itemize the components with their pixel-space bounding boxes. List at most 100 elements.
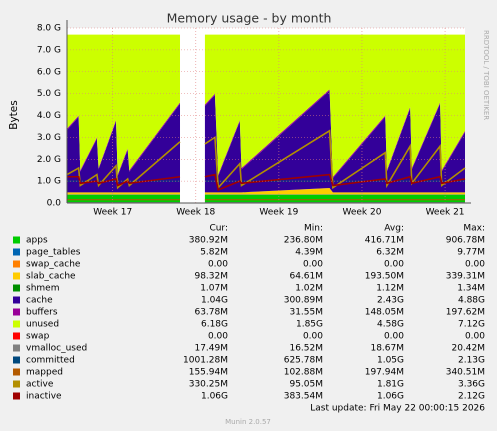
y-tick-label: 8.0 G xyxy=(37,24,61,34)
legend-value: 7.12G xyxy=(458,320,485,330)
legend-swatch xyxy=(13,392,20,400)
legend-value: 16.52M xyxy=(289,344,323,354)
legend-value: 4.88G xyxy=(458,296,485,306)
legend-value: 1.04G xyxy=(201,296,228,306)
legend-value: 0.00 xyxy=(208,332,228,342)
area-slab_cache xyxy=(67,187,465,195)
legend-value: 340.51M xyxy=(446,368,485,378)
legend-label: mapped xyxy=(26,368,63,378)
legend-header: Cur: xyxy=(209,224,228,234)
legend-value: 5.82M xyxy=(200,248,228,258)
legend-swatch xyxy=(13,236,20,244)
legend-label: unused xyxy=(26,320,59,330)
line-inactive xyxy=(67,173,466,191)
y-tick-label: 2.0 G xyxy=(37,155,61,165)
y-tick-label: 4.0 G xyxy=(37,111,61,121)
legend-swatch xyxy=(13,356,20,364)
x-tick-label: Week 20 xyxy=(342,208,381,218)
legend-value: 20.42M xyxy=(451,344,485,354)
y-tick-label: 1.0 G xyxy=(37,177,61,187)
legend-header: Max: xyxy=(463,224,485,234)
side-text: RRDTOOL / TOBI OETIKER xyxy=(482,30,490,120)
legend-header: Avg: xyxy=(384,224,404,234)
legend-value: 380.92M xyxy=(189,236,228,246)
legend-swatch xyxy=(13,260,20,268)
legend-value: 2.43G xyxy=(377,296,404,306)
x-tick-label: Week 17 xyxy=(93,208,132,218)
area-unused xyxy=(67,34,465,177)
y-tick-label: 3.0 G xyxy=(37,133,61,143)
legend-value: 416.71M xyxy=(365,236,404,246)
legend-label: cache xyxy=(26,296,53,306)
legend-value: 1.07M xyxy=(200,284,228,294)
legend-value: 339.31M xyxy=(446,272,485,282)
y-tick-label: 0.0 xyxy=(47,199,62,209)
legend-value: 1001.28M xyxy=(183,356,228,366)
legend-label: page_tables xyxy=(26,248,81,258)
legend-value: 2.12G xyxy=(458,392,485,402)
legend-value: 6.32M xyxy=(376,248,404,258)
x-tick-label: Week 19 xyxy=(259,208,298,218)
legend-label: swap xyxy=(26,332,50,342)
legend-label: apps xyxy=(26,236,48,246)
legend-value: 102.88M xyxy=(284,368,323,378)
legend-value: 0.00 xyxy=(465,332,485,342)
legend-swatch xyxy=(13,368,20,376)
legend-value: 906.78M xyxy=(446,236,485,246)
legend-value: 1.06G xyxy=(201,392,228,402)
legend-value: 31.55M xyxy=(289,308,323,318)
legend-swatch xyxy=(13,308,20,316)
legend-value: 0.00 xyxy=(384,332,404,342)
legend-value: 1.12M xyxy=(376,284,404,294)
legend-label: swap_cache xyxy=(26,260,81,270)
legend-value: 64.61M xyxy=(289,272,323,282)
legend-label: buffers xyxy=(26,308,58,318)
legend-value: 9.77M xyxy=(457,248,485,258)
y-tick-label: 5.0 G xyxy=(37,89,61,99)
legend-value: 155.94M xyxy=(189,368,228,378)
x-tick-label: Week 21 xyxy=(426,208,465,218)
legend-value: 1.02M xyxy=(295,284,323,294)
chart-title: Memory usage - by month xyxy=(167,11,332,26)
y-tick-label: 7.0 G xyxy=(37,45,61,55)
legend-value: 1.34M xyxy=(457,284,485,294)
legend-value: 193.50M xyxy=(365,272,404,282)
legend-value: 95.05M xyxy=(289,380,323,390)
legend-swatch xyxy=(13,344,20,352)
last-update: Last update: Fri May 22 00:00:15 2026 xyxy=(310,404,485,414)
legend-swatch xyxy=(13,296,20,304)
legend-value: 0.00 xyxy=(208,260,228,270)
legend-value: 17.49M xyxy=(194,344,228,354)
legend-value: 383.54M xyxy=(284,392,323,402)
legend-swatch xyxy=(13,284,20,292)
legend-label: slab_cache xyxy=(26,272,76,282)
legend-swatch xyxy=(13,320,20,328)
y-tick-label: 6.0 G xyxy=(37,67,61,77)
legend-header: Min: xyxy=(304,224,323,234)
legend-value: 625.78M xyxy=(284,356,323,366)
y-axis-label: Bytes xyxy=(8,100,20,129)
area-apps xyxy=(67,194,465,203)
legend-label: vmalloc_used xyxy=(26,344,87,354)
footer: Munin 2.0.57 xyxy=(225,418,271,426)
legend-value: 18.67M xyxy=(370,344,404,354)
legend-value: 2.13G xyxy=(458,356,485,366)
legend-value: 3.36G xyxy=(458,380,485,390)
legend-value: 1.06G xyxy=(377,392,404,402)
legend-value: 197.62M xyxy=(446,308,485,318)
legend-value: 1.85G xyxy=(296,320,323,330)
legend-value: 330.25M xyxy=(189,380,228,390)
legend-label: committed xyxy=(26,356,75,366)
legend-value: 0.00 xyxy=(384,260,404,270)
legend-swatch xyxy=(13,272,20,280)
legend-value: 63.78M xyxy=(194,308,228,318)
legend-swatch xyxy=(13,248,20,256)
legend-value: 4.39M xyxy=(295,248,323,258)
legend-value: 1.05G xyxy=(377,356,404,366)
legend-swatch xyxy=(13,380,20,388)
legend-swatch xyxy=(13,332,20,340)
legend-value: 4.58G xyxy=(377,320,404,330)
area-cache xyxy=(67,90,465,193)
